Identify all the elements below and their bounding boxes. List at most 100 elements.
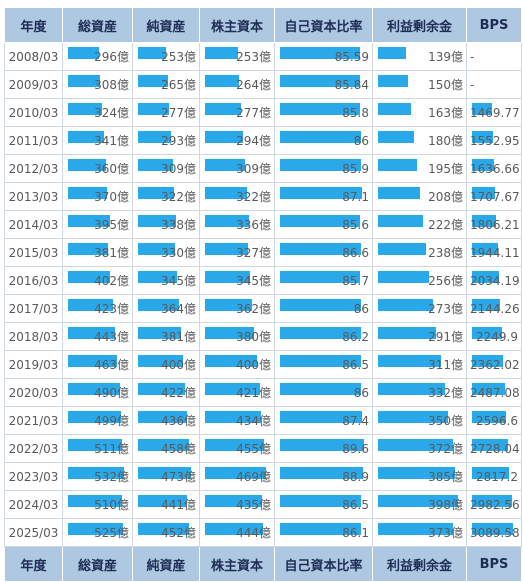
net-assets-bar — [138, 215, 176, 227]
footer-row: 年度 総資産 純資産 株主資本 自己資本比率 利益剰余金 BPS — [4, 546, 522, 582]
equity-ratio-bar — [280, 355, 361, 367]
total-assets-bar — [68, 523, 123, 535]
year-link[interactable]: 2022/03 — [4, 434, 63, 463]
bps-value: 2144.26 — [470, 301, 520, 316]
shareholders-equity-cell: 264億 — [199, 70, 275, 99]
equity-ratio-value: 86 — [353, 385, 369, 400]
retained-earnings-cell: 180億 — [372, 126, 467, 155]
year-link[interactable]: 2017/03 — [4, 294, 63, 323]
year-link[interactable]: 2024/03 — [4, 490, 63, 519]
equity-ratio-bar — [280, 411, 362, 423]
shareholders-equity-cell: 309億 — [199, 154, 275, 183]
year-link[interactable]: 2019/03 — [4, 350, 63, 379]
year-link[interactable]: 2010/03 — [4, 98, 63, 127]
equity-ratio-cell: 85.6 — [274, 210, 373, 239]
net-assets-cell: 277億 — [132, 98, 200, 127]
retained-earnings-cell: 256億 — [372, 266, 467, 295]
retained-earnings-value: 163億 — [428, 106, 463, 120]
bps-value: 2362.02 — [470, 357, 520, 372]
header-equity-ratio[interactable]: 自己資本比率 — [274, 7, 373, 43]
header-retained-earnings[interactable]: 利益剰余金 — [372, 7, 467, 43]
total-assets-bar — [68, 243, 108, 255]
net-assets-value: 293億 — [161, 134, 196, 148]
bps-cell: 1806.21 — [466, 210, 522, 239]
net-assets-bar — [138, 327, 181, 339]
retained-earnings-bar — [378, 187, 420, 199]
shareholders-equity-cell: 322億 — [199, 182, 275, 211]
bps-cell: 2487.08 — [466, 378, 522, 407]
footer-retained-earnings: 利益剰余金 — [372, 546, 467, 582]
shareholders-equity-bar — [205, 411, 261, 423]
equity-ratio-value: 86.1 — [342, 525, 369, 540]
bps-cell: 2362.02 — [466, 350, 522, 379]
equity-ratio-bar — [280, 243, 361, 255]
table-body: 2008/03 296億 253億 253億 85.59 139億 - 2009/03 308億… — [4, 42, 522, 547]
total-assets-value: 324億 — [94, 106, 129, 120]
header-shareholders-equity[interactable]: 株主資本 — [199, 7, 275, 43]
net-assets-value: 345億 — [161, 274, 196, 288]
year-link[interactable]: 2020/03 — [4, 378, 63, 407]
table-row: 2024/03 510億 441億 435億 86.5 398億 2982.56 — [4, 490, 522, 519]
year-link[interactable]: 2012/03 — [4, 154, 63, 183]
retained-earnings-value: 273億 — [428, 302, 463, 316]
retained-earnings-value: 372億 — [428, 442, 463, 456]
shareholders-equity-cell: 435億 — [199, 490, 275, 519]
bps-bar — [472, 243, 498, 255]
shareholders-equity-cell: 327億 — [199, 238, 275, 267]
retained-earnings-value: 195億 — [428, 162, 463, 176]
shareholders-equity-value: 469億 — [236, 470, 271, 484]
year-link[interactable]: 2025/03 — [4, 518, 63, 547]
shareholders-equity-cell: 421億 — [199, 378, 275, 407]
bps-bar — [472, 411, 506, 423]
net-assets-cell: 322億 — [132, 182, 200, 211]
year-link[interactable]: 2011/03 — [4, 126, 63, 155]
year-link[interactable]: 2014/03 — [4, 210, 63, 239]
retained-earnings-value: 385億 — [428, 470, 463, 484]
year-link[interactable]: 2016/03 — [4, 266, 63, 295]
retained-earnings-value: 208億 — [428, 190, 463, 204]
shareholders-equity-value: 362億 — [236, 302, 271, 316]
net-assets-bar — [138, 103, 169, 115]
equity-ratio-value: 85.59 — [334, 49, 369, 64]
bps-value: 2487.08 — [470, 385, 520, 400]
bps-cell: 1944.11 — [466, 238, 522, 267]
equity-ratio-bar — [280, 187, 362, 199]
bps-bar — [472, 355, 503, 367]
equity-ratio-value: 85.84 — [334, 77, 369, 92]
net-assets-value: 338億 — [161, 218, 196, 232]
year-link[interactable]: 2023/03 — [4, 462, 63, 491]
table-row: 2018/03 443億 381億 380億 86.2 291億 2249.9 — [4, 322, 522, 351]
total-assets-cell: 402億 — [62, 266, 133, 295]
bps-value: - — [470, 49, 475, 64]
header-total-assets[interactable]: 総資産 — [62, 7, 133, 43]
total-assets-value: 423億 — [94, 302, 129, 316]
footer-equity-ratio: 自己資本比率 — [274, 546, 373, 582]
year-link[interactable]: 2015/03 — [4, 238, 63, 267]
shareholders-equity-bar — [205, 383, 260, 395]
equity-ratio-cell: 86.5 — [274, 490, 373, 519]
header-year[interactable]: 年度 — [4, 7, 63, 43]
net-assets-cell: 364億 — [132, 294, 200, 323]
retained-earnings-bar — [378, 523, 453, 535]
header-bps[interactable]: BPS — [466, 7, 522, 43]
equity-ratio-bar — [280, 131, 361, 143]
equity-ratio-value: 86 — [353, 301, 369, 316]
shareholders-equity-cell: 400億 — [199, 350, 275, 379]
year-link[interactable]: 2021/03 — [4, 406, 63, 435]
equity-ratio-value: 85.6 — [342, 217, 369, 232]
bps-value: 2982.56 — [470, 497, 520, 512]
total-assets-value: 395億 — [94, 218, 129, 232]
net-assets-cell: 473億 — [132, 462, 200, 491]
shareholders-equity-value: 455億 — [236, 442, 271, 456]
year-link[interactable]: 2013/03 — [4, 182, 63, 211]
bps-bar — [472, 467, 509, 479]
total-assets-value: 360億 — [94, 162, 129, 176]
year-link[interactable]: 2009/03 — [4, 70, 63, 99]
shareholders-equity-value: 380億 — [236, 330, 271, 344]
table-row: 2013/03 370億 322億 322億 87.1 208億 1707.67 — [4, 182, 522, 211]
retained-earnings-cell: 195億 — [372, 154, 467, 183]
equity-ratio-value: 85.7 — [342, 273, 369, 288]
net-assets-value: 265億 — [161, 78, 196, 92]
year-link[interactable]: 2018/03 — [4, 322, 63, 351]
header-net-assets[interactable]: 純資産 — [132, 7, 200, 43]
